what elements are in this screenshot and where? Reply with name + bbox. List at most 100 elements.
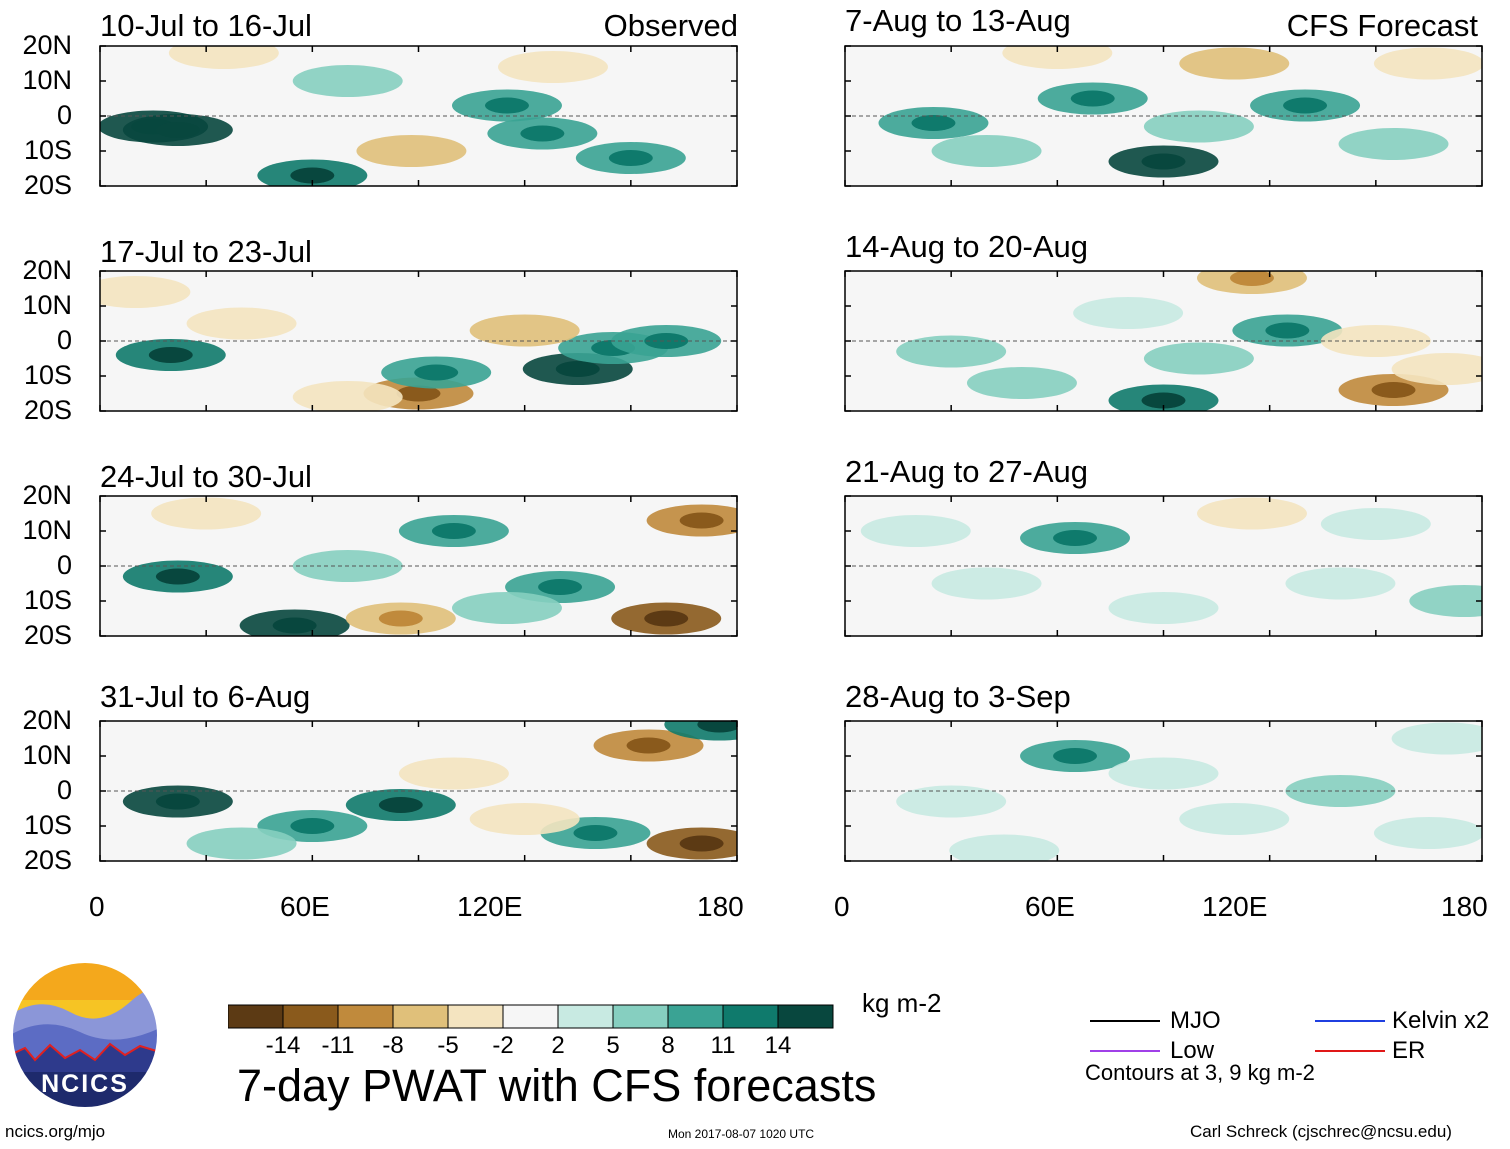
colorbar-swatch bbox=[667, 1004, 724, 1029]
panel-title-fcst-4: 28-Aug to 3-Sep bbox=[845, 679, 1071, 714]
y-tick-label: 0 bbox=[56, 100, 72, 130]
pwat-anomaly-core bbox=[538, 579, 583, 595]
colorbar-swatch bbox=[282, 1004, 339, 1029]
pwat-anomaly-blob bbox=[896, 785, 1007, 818]
pwat-anomaly-blob bbox=[1391, 722, 1482, 755]
colorbar bbox=[228, 1004, 834, 1029]
y-tick-label: 20N bbox=[22, 30, 72, 60]
colorbar-swatch bbox=[557, 1004, 614, 1029]
colorbar-tick-label: -5 bbox=[437, 1032, 459, 1059]
pwat-anomaly-core bbox=[911, 115, 956, 131]
panel-2 bbox=[99, 270, 738, 412]
pwat-anomaly-core bbox=[1229, 271, 1274, 286]
main-title: 7-day PWAT with CFS forecasts bbox=[237, 1060, 877, 1111]
legend-kelvin-label: Kelvin x2 bbox=[1392, 1007, 1490, 1034]
y-tick-label: 20S bbox=[23, 395, 72, 425]
colorbar-tick-label: -11 bbox=[321, 1032, 355, 1059]
timestamp: Mon 2017-08-07 1020 UTC bbox=[668, 1127, 815, 1141]
legend-mjo-label: MJO bbox=[1170, 1007, 1221, 1034]
y-tick-label: 10N bbox=[22, 290, 72, 320]
pwat-anomaly-core bbox=[520, 125, 565, 142]
pwat-anomaly-blob bbox=[1002, 46, 1113, 69]
pwat-anomaly-core bbox=[626, 737, 671, 754]
pwat-anomaly-core bbox=[290, 167, 335, 184]
pwat-anomaly-blob bbox=[451, 592, 562, 624]
contour-note: Contours at 3, 9 kg m-2 bbox=[1085, 1060, 1315, 1085]
pwat-anomaly-core bbox=[1141, 392, 1186, 409]
author: Carl Schreck (cjschrec@ncsu.edu) bbox=[1190, 1122, 1452, 1141]
colorbar-tick-label: 11 bbox=[710, 1032, 736, 1059]
pwat-anomaly-core bbox=[1265, 322, 1310, 339]
pwat-anomaly-core bbox=[155, 568, 200, 585]
pwat-anomaly-blob bbox=[931, 135, 1042, 167]
ncics-logo: NCICS bbox=[11, 961, 159, 1109]
x-tick-label: 60E bbox=[1025, 891, 1075, 922]
legend-low-label: Low bbox=[1170, 1037, 1215, 1064]
panel-6 bbox=[844, 270, 1483, 412]
pwat-anomaly-core bbox=[396, 385, 441, 402]
y-tick-label: 20N bbox=[22, 255, 72, 285]
pwat-anomaly-blob bbox=[1285, 567, 1396, 600]
colorbar-tick-label: 8 bbox=[661, 1032, 675, 1059]
pwat-anomaly-core bbox=[1053, 748, 1098, 764]
pwat-anomaly-core bbox=[1371, 382, 1416, 398]
panel-title-fcst-2: 14-Aug to 20-Aug bbox=[845, 229, 1089, 264]
colorbar-tick-label: 2 bbox=[551, 1032, 565, 1059]
panel-8 bbox=[844, 720, 1483, 862]
y-tick-label: 0 bbox=[56, 550, 72, 580]
pwat-anomaly-blob bbox=[100, 276, 191, 308]
y-tick-label: 10N bbox=[22, 515, 72, 545]
y-tick-label: 0 bbox=[56, 325, 72, 355]
pwat-anomaly-core bbox=[484, 97, 529, 114]
pwat-anomaly-blob bbox=[860, 515, 971, 547]
pwat-anomaly-core bbox=[644, 610, 689, 627]
pwat-anomaly-core bbox=[679, 835, 724, 852]
colorbar-tick-label: 14 bbox=[764, 1032, 792, 1059]
x-tick-label: 180 bbox=[1441, 891, 1488, 922]
y-tick-label: 20S bbox=[23, 170, 72, 200]
x-tick-label: 0 bbox=[834, 891, 850, 922]
pwat-anomaly-core bbox=[1283, 97, 1328, 114]
pwat-anomaly-blob bbox=[896, 335, 1007, 368]
y-tick-label: 10S bbox=[23, 135, 72, 165]
pwat-anomaly-blob bbox=[949, 834, 1060, 861]
pwat-anomaly-blob bbox=[356, 135, 467, 167]
colorbar-swatch bbox=[502, 1004, 559, 1029]
x-tick-label: 120E bbox=[1202, 891, 1268, 922]
pwat-anomaly-core bbox=[378, 797, 423, 813]
cfs-forecast-label: CFS Forecast bbox=[1286, 8, 1478, 43]
pwat-anomaly-core bbox=[272, 617, 317, 634]
pwat-anomaly-blob bbox=[1373, 47, 1482, 80]
y-tick-label: 20S bbox=[23, 620, 72, 650]
y-tick-label: 10N bbox=[22, 65, 72, 95]
units-label: kg m-2 bbox=[862, 988, 942, 1018]
x-tick-label: 60E bbox=[280, 891, 330, 922]
pwat-anomaly-blob bbox=[168, 46, 279, 69]
panel-title-obs-4: 31-Jul to 6-Aug bbox=[100, 679, 311, 714]
pwat-anomaly-blob bbox=[966, 367, 1077, 399]
pwat-anomaly-core bbox=[1053, 530, 1098, 546]
panel-title-fcst-3: 21-Aug to 27-Aug bbox=[845, 454, 1089, 489]
pwat-anomaly-blob bbox=[292, 381, 403, 411]
colorbar-swatch bbox=[447, 1004, 504, 1029]
panel-title-obs-1: 10-Jul to 16-Jul bbox=[100, 8, 312, 43]
y-tick-label: 20N bbox=[22, 480, 72, 510]
panel-7 bbox=[844, 495, 1483, 637]
colorbar-tick-label: -8 bbox=[382, 1032, 404, 1059]
pwat-anomaly-blob bbox=[186, 307, 297, 340]
pwat-anomaly-blob bbox=[1108, 757, 1219, 790]
pwat-anomaly-blob bbox=[1108, 592, 1219, 624]
colorbar-tick-label: 5 bbox=[606, 1032, 620, 1059]
pwat-anomaly-blob bbox=[292, 65, 403, 97]
panel-5 bbox=[844, 45, 1483, 187]
pwat-anomaly-blob bbox=[497, 51, 608, 83]
panel-title-obs-3: 24-Jul to 30-Jul bbox=[100, 459, 312, 494]
pwat-anomaly-blob bbox=[1179, 803, 1290, 835]
pwat-anomaly-blob bbox=[931, 567, 1042, 600]
site-url: ncics.org/mjo bbox=[5, 1122, 106, 1141]
y-tick-label: 10S bbox=[23, 810, 72, 840]
pwat-anomaly-blob bbox=[1143, 110, 1254, 143]
pwat-anomaly-blob bbox=[1373, 817, 1482, 849]
panel-4 bbox=[99, 720, 738, 862]
